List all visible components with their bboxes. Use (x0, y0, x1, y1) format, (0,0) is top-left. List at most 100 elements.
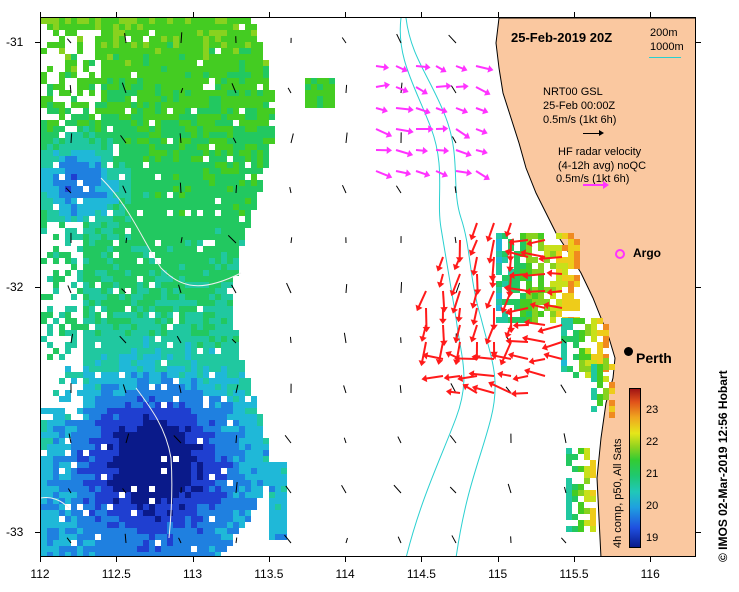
sst-pixel (53, 540, 59, 546)
sst-pixel (233, 156, 239, 162)
sst-pixel (101, 204, 107, 210)
sst-pixel (173, 462, 179, 468)
sst-pixel (281, 516, 287, 522)
sst-pixel (149, 210, 155, 216)
sst-pixel (209, 24, 215, 30)
sst-pixel (245, 414, 251, 420)
sst-pixel (245, 210, 251, 216)
sst-pixel (143, 330, 149, 336)
sst-pixel (179, 192, 185, 198)
sst-pixel (191, 486, 197, 492)
sst-pixel (209, 348, 215, 354)
hf-legend-arrow (583, 181, 609, 189)
sst-pixel (155, 48, 161, 54)
sst-pixel (209, 330, 215, 336)
sst-pixel (119, 426, 125, 432)
sst-pixel (89, 342, 95, 348)
hf-vector-south-head (453, 336, 461, 344)
sst-pixel (203, 24, 209, 30)
sst-pixel (53, 438, 59, 444)
sst-pixel (185, 366, 191, 372)
sst-pixel (155, 504, 161, 510)
sst-pixel (227, 498, 233, 504)
sst-pixel (161, 396, 167, 402)
sst-pixel (227, 330, 233, 336)
sst-pixel (173, 210, 179, 216)
sst-pixel (209, 396, 215, 402)
coastal-sst-pixel (590, 496, 596, 502)
sst-pixel (209, 198, 215, 204)
sst-pixel (125, 126, 131, 132)
sst-pixel (95, 504, 101, 510)
sst-pixel (149, 132, 155, 138)
sst-pixel (227, 168, 233, 174)
nrt-vector (178, 284, 182, 294)
sst-pixel (77, 192, 83, 198)
sst-pixel (119, 36, 125, 42)
coastal-sst-pixel (508, 269, 514, 275)
sst-pixel (179, 156, 185, 162)
sst-pixel (65, 534, 71, 540)
nrt-vector (125, 433, 130, 444)
sst-pixel (203, 276, 209, 282)
sst-pixel (167, 48, 173, 54)
hf-vector-south-head (504, 230, 512, 238)
coastal-sst-pixel (538, 299, 544, 305)
hf-vector-north-head (381, 106, 388, 114)
sst-pixel (167, 372, 173, 378)
hf-vector-north (455, 107, 465, 113)
sst-pixel (83, 252, 89, 258)
sst-pixel (101, 456, 107, 462)
sst-pixel (167, 114, 173, 120)
sst-pixel (269, 486, 275, 492)
coastal-sst-pixel (566, 526, 572, 532)
sst-pixel (203, 204, 209, 210)
coastal-sst-pixel (584, 520, 590, 526)
sst-pixel (119, 150, 125, 156)
coastal-sst-pixel (597, 394, 603, 400)
coastal-sst-pixel (532, 293, 538, 299)
sst-pixel (227, 18, 233, 24)
sst-pixel (83, 300, 89, 306)
sst-pixel (233, 150, 239, 156)
sst-pixel (83, 246, 89, 252)
sst-pixel (149, 126, 155, 132)
sst-pixel (131, 294, 137, 300)
sst-pixel (137, 144, 143, 150)
coastal-sst-pixel (585, 366, 591, 372)
coastal-sst-pixel (591, 370, 597, 376)
sst-pixel (221, 462, 227, 468)
sst-pixel (137, 306, 143, 312)
sst-pixel (221, 276, 227, 282)
sst-pixel (179, 546, 185, 552)
hf-vector-south-head (522, 271, 528, 280)
sst-pixel (161, 288, 167, 294)
sst-pixel (155, 486, 161, 492)
coastal-sst-pixel (562, 245, 568, 251)
colorbar-tick-label: 22 (646, 436, 659, 449)
hf-vector-north (435, 107, 445, 112)
hf-vector-south (494, 354, 512, 360)
sst-pixel (41, 444, 47, 450)
sst-pixel (185, 420, 191, 426)
sst-pixel (251, 156, 257, 162)
sst-pixel (137, 102, 143, 108)
sst-pixel (107, 84, 113, 90)
colorbar-caption: 4h comp, p50, All Sats (612, 438, 624, 548)
hf-vector-south-head (526, 239, 533, 247)
sst-pixel (197, 264, 203, 270)
sst-pixel (125, 162, 131, 168)
sst-pixel (179, 366, 185, 372)
coastal-sst-pixel (574, 251, 580, 257)
sst-pixel (113, 498, 119, 504)
sst-pixel (89, 246, 95, 252)
sst-pixel (53, 144, 59, 150)
sst-pixel (155, 210, 161, 216)
sst-pixel (239, 126, 245, 132)
sst-pixel (191, 216, 197, 222)
sst-pixel (89, 132, 95, 138)
sst-pixel (47, 138, 53, 144)
coastal-sst-pixel (526, 293, 532, 299)
sst-pixel (83, 318, 89, 324)
x-tick-mark (268, 556, 270, 562)
